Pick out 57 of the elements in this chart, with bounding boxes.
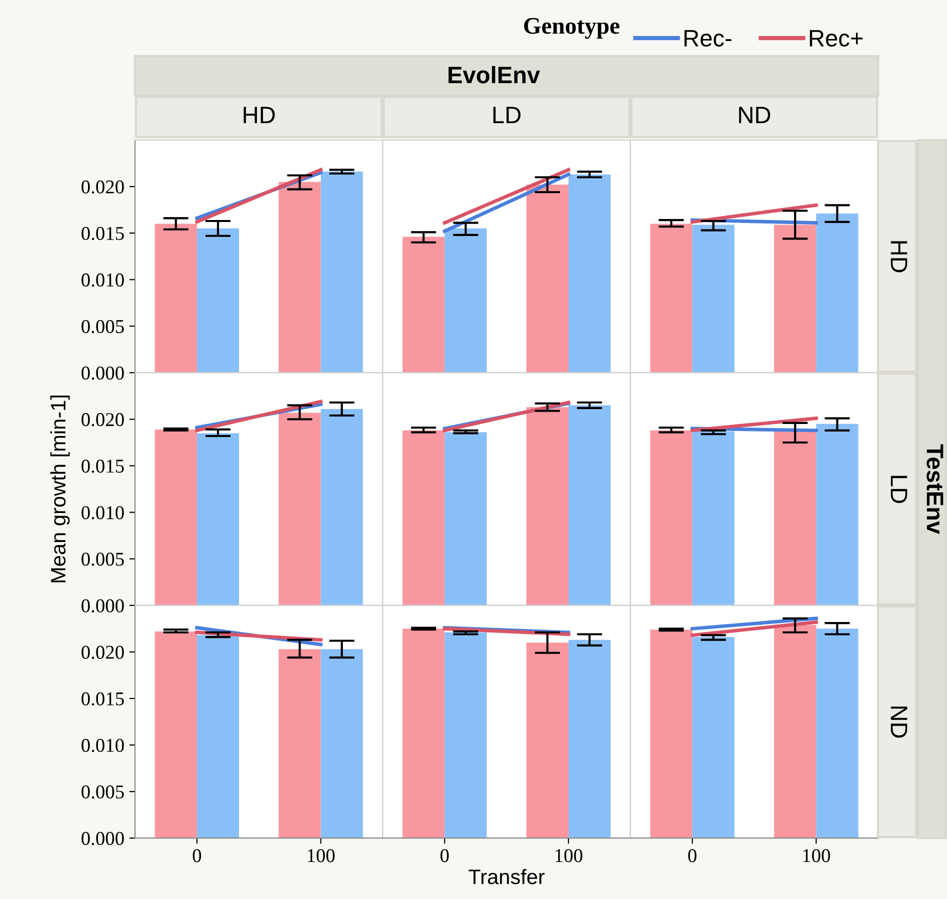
bar [526,642,568,838]
y2-axis-title: HD [890,241,908,272]
text: EvolEnv [448,66,540,84]
bar [278,182,321,373]
bar [692,431,734,606]
bar [278,412,321,606]
y-tick-label: 0.020 [82,646,124,659]
x-tick-label: 100 [556,849,582,862]
bar [526,184,568,373]
bar [650,430,692,606]
y-tick-label: 0.015 [82,692,124,706]
y-tick-label: 0.000 [82,366,124,380]
legend-label: Rec+ [810,30,863,47]
text: TestEnv [926,444,944,534]
x-tick-label: 100 [803,849,830,862]
bar [444,432,487,606]
chart-title: LD [493,106,521,124]
bar [568,174,611,373]
y-tick-label: 0.005 [82,785,124,799]
legend-title: Genotype [524,18,620,39]
chart-title: ND [739,106,770,124]
x-tick-label: 0 [192,849,202,862]
y-axis-title: Mean growth [min-1] [50,396,70,582]
bar [402,430,445,606]
y-tick-label: 0.010 [82,738,124,752]
bar [444,632,487,838]
y-tick-label: 0.000 [82,832,124,846]
bar [154,429,197,606]
y-tick-label: 0.015 [82,460,124,473]
bar [568,405,611,606]
y-tick-label: 0.020 [82,180,124,194]
legend-label: Rec- [684,30,732,47]
x-tick-label: 0 [440,849,449,862]
bar [526,407,568,606]
y-tick-label: 0.015 [82,226,124,240]
bar [444,228,487,373]
bar [816,424,858,606]
y-tick-label: 0.005 [82,320,124,334]
bar [154,224,197,373]
y-tick-label: 0.000 [82,599,124,612]
bar [196,228,240,373]
x-axis-title: Transfer [468,868,545,884]
y-tick-label: 0.010 [82,273,124,287]
y2-axis-title: ND [890,706,908,738]
bar [402,236,445,373]
x-tick-label: 0 [688,849,696,862]
y-tick-label: 0.005 [82,552,124,566]
x-tick-label: 100 [308,849,335,862]
bar [320,172,363,373]
bar [402,628,445,838]
chart-title: HD [244,106,275,124]
bar [196,433,240,606]
y-tick-label: 0.010 [82,506,124,520]
bar [320,409,363,606]
bar [568,640,611,838]
y2-axis-title: LD [890,476,908,504]
y-tick-label: 0.020 [82,413,124,426]
